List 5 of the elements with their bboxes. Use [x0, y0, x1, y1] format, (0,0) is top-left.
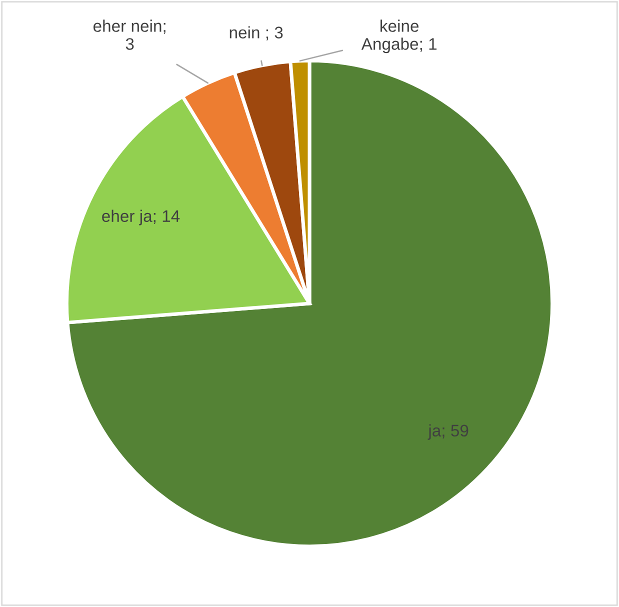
- data-label: nein ; 3: [230, 26, 283, 40]
- data-label: keine Angabe; 1: [361, 20, 437, 54]
- data-label: eher ja; 14: [102, 210, 180, 226]
- data-label: ja; 59: [428, 424, 468, 440]
- data-label: eher nein; 3: [93, 20, 166, 50]
